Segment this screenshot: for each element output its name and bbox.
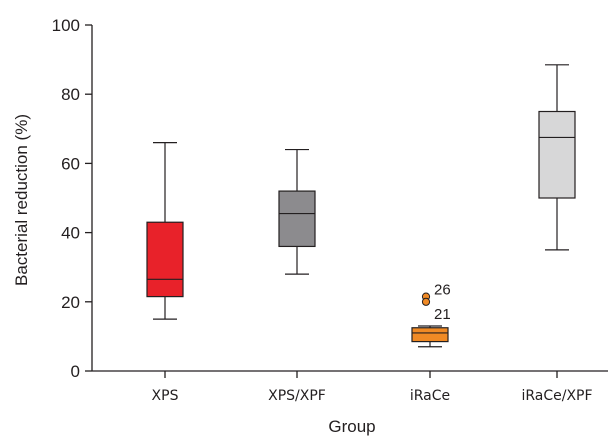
y-tick-label: 60: [61, 154, 80, 173]
x-tick-label: iRaCe/XPF: [521, 388, 592, 404]
iqr-box: [278, 190, 316, 248]
axes: [91, 25, 608, 372]
outlier-label: 26: [434, 282, 451, 299]
x-tick-label: iRaCe: [410, 388, 450, 404]
y-axis-ticks: 0 20 40 60 80 100: [52, 16, 92, 381]
outlier-label: 21: [434, 306, 451, 323]
box-xps-xpf: [278, 148, 316, 275]
box-xps: [146, 142, 184, 320]
box-irace-xpf: [538, 64, 576, 251]
y-tick-label: 80: [61, 85, 80, 104]
x-axis-title: Group: [328, 417, 375, 436]
x-tick-label: XPS/XPF: [268, 388, 326, 404]
x-tick-label: XPS: [152, 388, 179, 404]
y-tick-label: 0: [71, 362, 80, 381]
y-tick-label: 40: [61, 224, 80, 243]
iqr-box: [538, 110, 576, 199]
outlier-point: [421, 297, 431, 306]
y-tick-label: 100: [52, 16, 80, 35]
x-axis-ticks: XPS XPS/XPF iRaCe iRaCe/XPF: [152, 371, 593, 404]
iqr-box: [411, 327, 449, 343]
y-axis-title: Bacterial reduction (%): [12, 114, 31, 286]
iqr-box: [146, 221, 184, 298]
y-tick-label: 20: [61, 293, 80, 312]
